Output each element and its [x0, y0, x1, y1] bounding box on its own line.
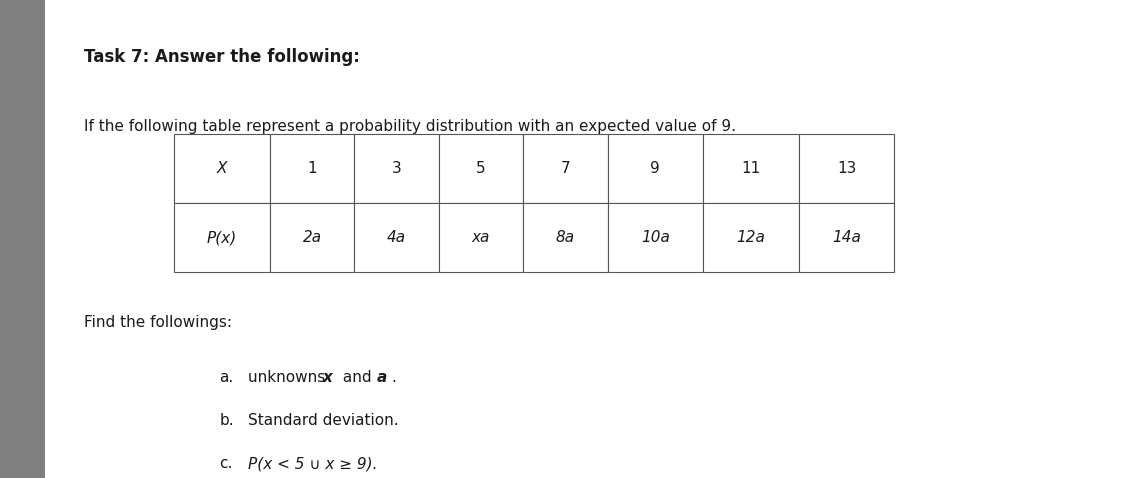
Text: P(x): P(x) — [207, 230, 237, 245]
Text: X: X — [217, 161, 227, 176]
Text: 2a: 2a — [303, 230, 322, 245]
Bar — [270, 203, 354, 272]
Bar — [799, 203, 894, 272]
Bar — [270, 134, 354, 203]
Text: xa: xa — [471, 230, 490, 245]
Bar — [703, 134, 799, 203]
Text: b.: b. — [219, 413, 234, 428]
Text: Task 7: Answer the following:: Task 7: Answer the following: — [84, 48, 360, 66]
Bar — [354, 203, 439, 272]
Text: Standard deviation.: Standard deviation. — [248, 413, 398, 428]
Text: and: and — [338, 370, 376, 385]
Text: 11: 11 — [741, 161, 760, 176]
Text: If the following table represent a probability distribution with an expected val: If the following table represent a proba… — [84, 120, 737, 134]
Bar — [439, 203, 523, 272]
Text: 7: 7 — [560, 161, 570, 176]
Text: 9: 9 — [650, 161, 660, 176]
Text: x: x — [323, 370, 333, 385]
Text: 13: 13 — [837, 161, 856, 176]
Text: c.: c. — [219, 456, 233, 471]
Text: .: . — [392, 370, 396, 385]
Bar — [799, 134, 894, 203]
Text: 3: 3 — [392, 161, 402, 176]
Bar — [174, 134, 270, 203]
Bar — [523, 203, 608, 272]
Bar — [703, 203, 799, 272]
Bar — [439, 134, 523, 203]
Text: 4a: 4a — [387, 230, 406, 245]
Bar — [608, 134, 703, 203]
Text: unknowns: unknowns — [248, 370, 330, 385]
Text: 1: 1 — [307, 161, 317, 176]
Text: Find the followings:: Find the followings: — [84, 315, 233, 330]
Text: a.: a. — [219, 370, 234, 385]
Text: a: a — [377, 370, 387, 385]
Bar — [608, 203, 703, 272]
Text: 5: 5 — [476, 161, 486, 176]
Text: P(x < 5 ∪ x ≥ 9).: P(x < 5 ∪ x ≥ 9). — [248, 456, 377, 471]
Text: 10a: 10a — [641, 230, 669, 245]
Bar — [354, 134, 439, 203]
Text: 12a: 12a — [737, 230, 765, 245]
Text: 14a: 14a — [832, 230, 861, 245]
Bar — [174, 203, 270, 272]
Bar — [0, 0, 45, 478]
Text: 8a: 8a — [556, 230, 575, 245]
Bar — [523, 134, 608, 203]
